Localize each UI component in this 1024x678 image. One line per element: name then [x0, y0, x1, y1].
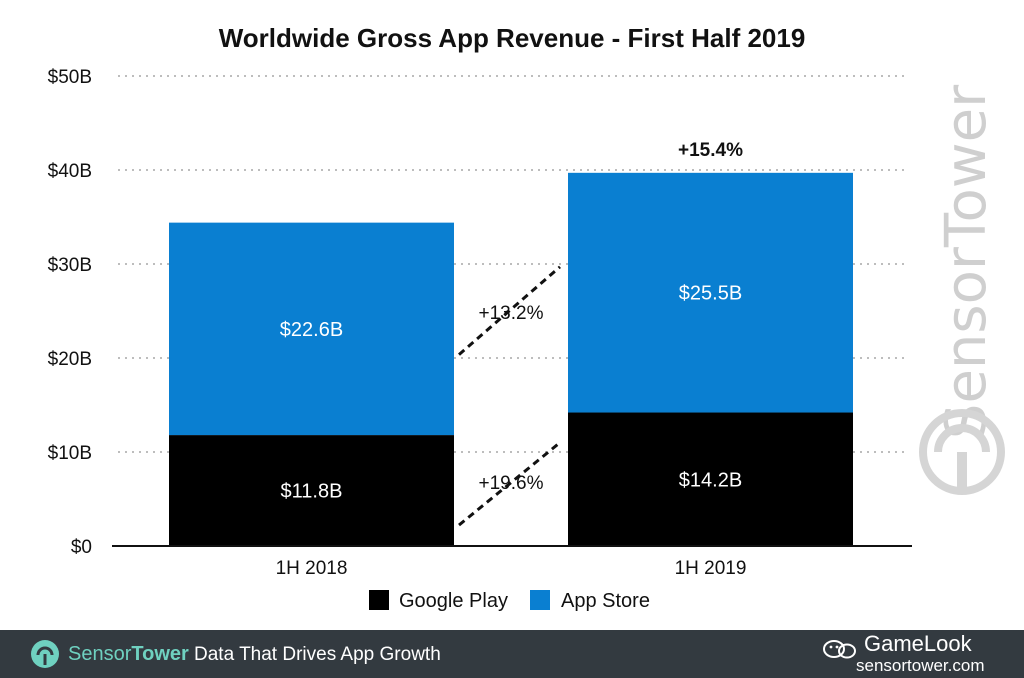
growth-connectors: +19.6% +13.2% +15.4%: [458, 140, 743, 527]
gridlines: [118, 75, 906, 453]
sensortower-logo-icon: [31, 640, 59, 668]
bar-value-label: $22.6B: [280, 319, 343, 341]
bar-value-labels: $11.8B $22.6B $14.2B $25.5B: [280, 283, 742, 503]
footer-brand-bold: Tower: [131, 643, 189, 665]
legend-app-store-label: App Store: [561, 590, 650, 612]
footer-bar: SensorTower Data That Drives App Growth …: [0, 630, 1024, 678]
footer-brand-light: Sensor: [68, 643, 132, 665]
y-axis-ticks: $0 $10B $20B $30B $40B $50B: [48, 67, 92, 558]
gamelook-text: GameLook: [864, 631, 972, 656]
footer-brand: SensorTower: [68, 643, 189, 666]
y-tick-label: $50B: [48, 67, 92, 88]
google-play-growth-connector: [458, 441, 561, 527]
legend: Google Play App Store: [369, 590, 650, 612]
y-tick-label: $10B: [48, 443, 92, 464]
x-tick-label: 1H 2018: [276, 558, 348, 579]
app-store-growth-label: +13.2%: [479, 303, 544, 324]
bars: [169, 172, 853, 546]
y-tick-label: $40B: [48, 161, 92, 182]
legend-google-play-label: Google Play: [399, 590, 508, 612]
total-growth-label: +15.4%: [678, 140, 743, 161]
legend-google-play-swatch: [369, 590, 389, 610]
watermark-text: SensorTower: [934, 84, 999, 439]
google-play-growth-label: +19.6%: [479, 473, 544, 494]
bar-value-label: $25.5B: [679, 283, 742, 305]
y-tick-label: $0: [71, 537, 92, 558]
footer-site: sensortower.com: [856, 656, 985, 675]
revenue-chart: Worldwide Gross App Revenue - First Half…: [48, 23, 1005, 612]
x-axis-ticks: 1H 2018 1H 2019: [276, 558, 747, 579]
bar-app-store-0: [169, 222, 454, 436]
bar-google-play-1: [568, 412, 853, 546]
wechat-icon: [823, 640, 856, 659]
watermark-logo-icon: [919, 409, 1005, 495]
bar-app-store-1: [568, 172, 853, 413]
x-tick-label: 1H 2019: [675, 558, 747, 579]
watermark: SensorTower: [919, 84, 1005, 495]
y-tick-label: $20B: [48, 349, 92, 370]
bar-value-label: $14.2B: [679, 469, 742, 491]
app-store-growth-connector: [458, 265, 561, 356]
bar-google-play-0: [169, 435, 454, 546]
footer-tagline: Data That Drives App Growth: [194, 644, 441, 665]
chart-title: Worldwide Gross App Revenue - First Half…: [219, 23, 806, 53]
y-tick-label: $30B: [48, 255, 92, 276]
legend-app-store-swatch: [530, 590, 550, 610]
bar-value-label: $11.8B: [281, 481, 343, 503]
